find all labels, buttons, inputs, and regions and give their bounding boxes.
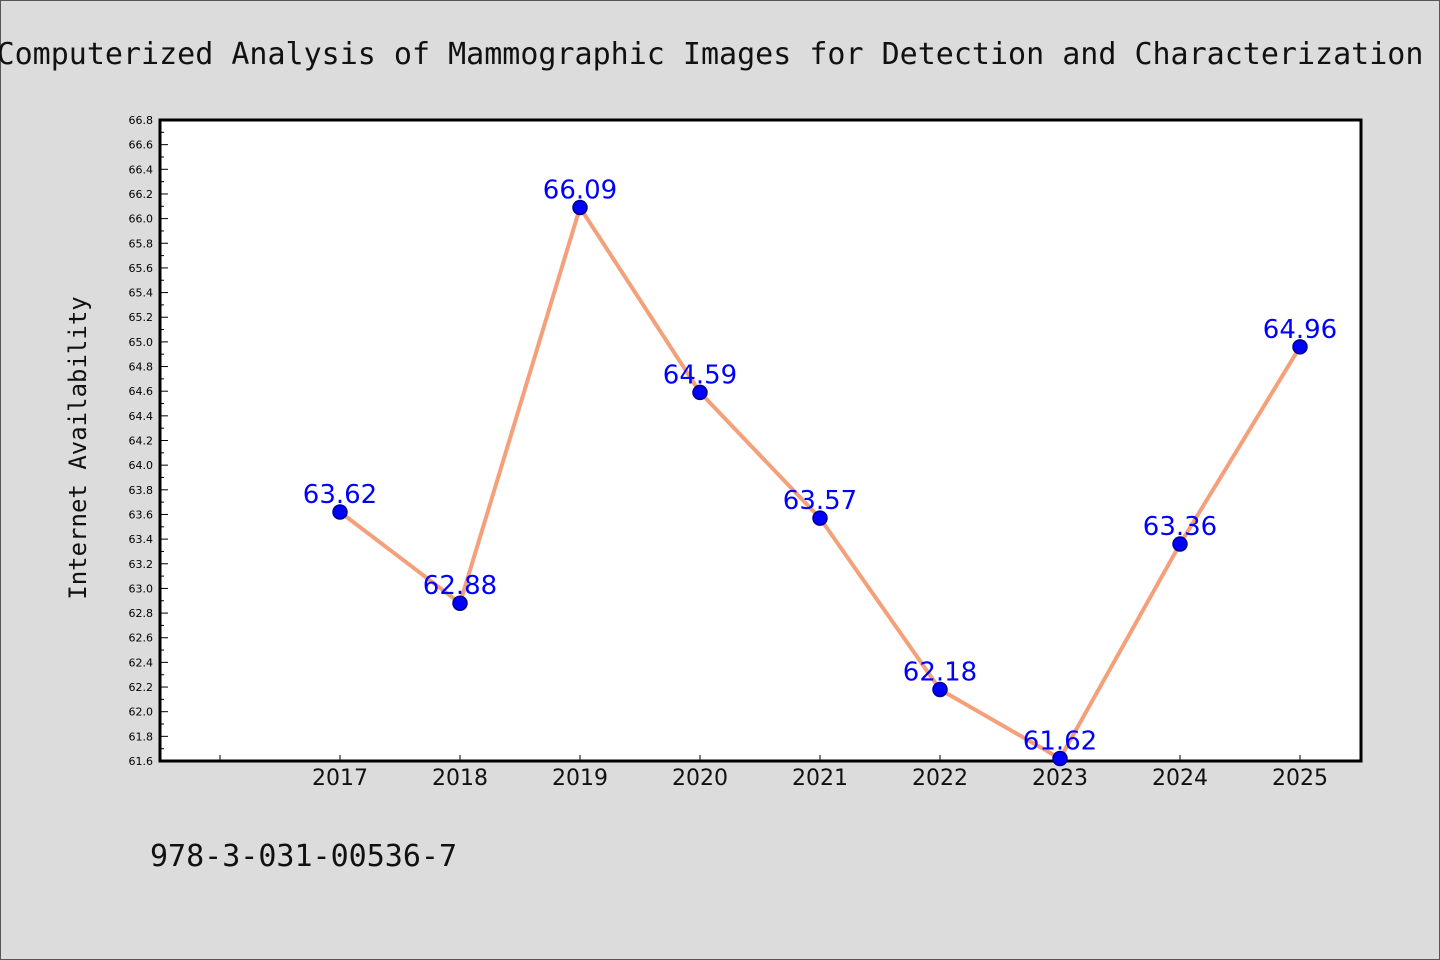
x-tick-label: 2025 xyxy=(1272,766,1328,791)
data-point xyxy=(812,510,828,526)
y-tick-label: 65.6 xyxy=(129,262,154,275)
y-tick-label: 65.2 xyxy=(129,311,154,324)
data-point xyxy=(1172,536,1188,552)
data-label: 66.09 xyxy=(543,176,617,206)
x-tick-label: 2017 xyxy=(312,766,368,791)
y-tick-label: 66.0 xyxy=(129,213,154,226)
data-point xyxy=(932,681,948,698)
data-label: 63.62 xyxy=(303,480,377,510)
y-tick-label: 66.4 xyxy=(129,163,154,176)
y-tick-label: 62.2 xyxy=(129,681,154,694)
y-tick-label: 62.8 xyxy=(129,607,154,620)
y-tick-label: 63.8 xyxy=(129,484,154,497)
y-tick-label: 62.4 xyxy=(129,656,154,669)
y-tick-label: 62.6 xyxy=(129,632,154,645)
x-tick-label: 2023 xyxy=(1032,766,1088,791)
y-tick-label: 64.0 xyxy=(129,459,154,472)
y-tick-label: 61.8 xyxy=(129,730,154,743)
data-label: 64.59 xyxy=(663,360,737,390)
y-tick-label: 64.4 xyxy=(129,410,154,423)
plot-area xyxy=(158,118,1363,763)
y-tick-label: 63.0 xyxy=(129,582,154,595)
x-tick-label: 2022 xyxy=(912,766,968,791)
data-point xyxy=(332,504,348,520)
y-tick-label: 63.6 xyxy=(129,508,154,521)
data-point xyxy=(452,595,468,611)
data-label: 64.96 xyxy=(1263,315,1337,345)
y-tick-label: 64.8 xyxy=(129,361,154,374)
x-tick-label: 2019 xyxy=(552,766,608,791)
y-tick-label: 61.6 xyxy=(129,755,154,768)
x-tick-label: 2018 xyxy=(432,766,488,791)
data-point xyxy=(1292,339,1308,355)
y-tick-label: 66.8 xyxy=(129,114,154,127)
y-tick-label: 65.8 xyxy=(129,237,154,250)
y-tick-label: 65.0 xyxy=(129,336,154,349)
y-tick-label: 64.6 xyxy=(129,385,154,398)
data-points xyxy=(332,199,1308,767)
y-axis-label: Internet Availability xyxy=(64,296,92,599)
y-tick-label: 63.4 xyxy=(129,533,154,546)
y-axis: 61.6 61.8 62.0 62.2 62.4 62.6 62.8 63.0 63.2 63.4… xyxy=(129,114,168,768)
y-tick-label: 66.6 xyxy=(129,139,154,152)
y-tick-label: 63.2 xyxy=(129,558,154,571)
data-label: 62.88 xyxy=(423,571,497,601)
data-label: 63.36 xyxy=(1143,512,1217,542)
data-point xyxy=(572,199,588,216)
x-tick-label: 2021 xyxy=(792,766,848,791)
data-point xyxy=(1052,750,1068,767)
footer-isbn: 978-3-031-00536-7 xyxy=(150,839,457,874)
data-point xyxy=(692,384,708,401)
chart-title: Computerized Analysis of Mammographic Im… xyxy=(0,37,1423,72)
data-label: 63.57 xyxy=(783,486,857,516)
data-labels: 63.62 62.88 66.09 64.59 63.57 62.18 61.62 63.36… xyxy=(303,176,1337,757)
y-tick-label: 66.2 xyxy=(129,188,154,201)
x-tick-label: 2024 xyxy=(1152,766,1208,791)
y-tick-label: 62.0 xyxy=(129,706,154,719)
data-label: 61.62 xyxy=(1023,727,1097,757)
y-tick-label: 65.4 xyxy=(129,287,154,300)
y-tick-label: 64.2 xyxy=(129,435,154,448)
x-tick-label: 2020 xyxy=(672,766,728,791)
data-label: 62.18 xyxy=(903,658,977,688)
x-axis: 2017 2018 2019 2020 2021 2022 2023 2024 2025 xyxy=(219,755,1328,791)
